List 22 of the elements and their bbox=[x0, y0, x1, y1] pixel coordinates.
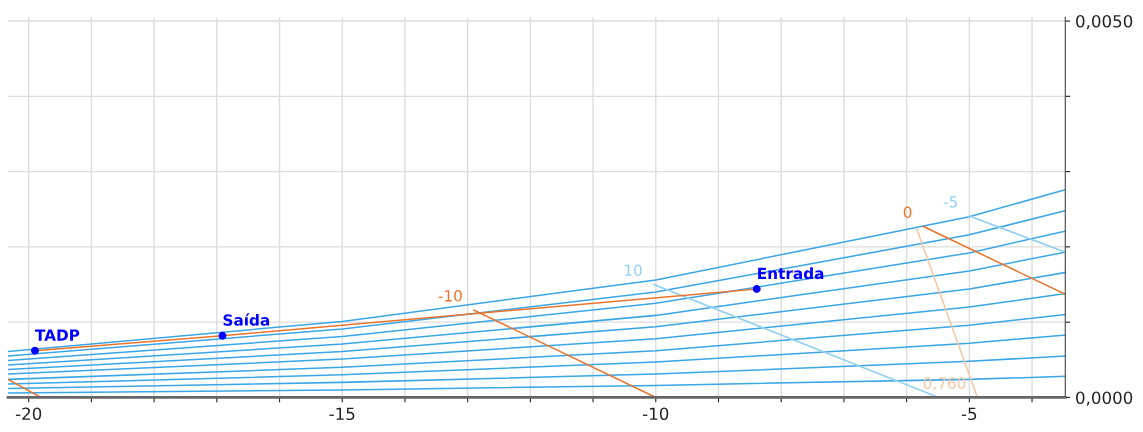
y-tick-label: 0,0050 bbox=[1076, 15, 1133, 30]
point bbox=[31, 346, 39, 355]
series-label: Entrada bbox=[758, 267, 824, 280]
series-label: -10 bbox=[438, 290, 462, 302]
x-tick-label: -10 bbox=[642, 407, 669, 421]
x-tick-label: -5 bbox=[961, 407, 977, 421]
line-series bbox=[8, 375, 1066, 394]
series-label: -5 bbox=[943, 196, 957, 208]
y-tick-label: 0,0000 bbox=[1076, 391, 1133, 406]
point bbox=[218, 331, 227, 340]
series-label: Saída bbox=[223, 313, 270, 326]
line-series bbox=[8, 251, 1066, 366]
line-series bbox=[8, 230, 1066, 362]
series-label: 10 bbox=[625, 264, 642, 277]
line-series bbox=[8, 355, 1066, 390]
x-tick-label: -15 bbox=[329, 407, 355, 421]
point bbox=[752, 285, 761, 293]
series-label: TADP bbox=[35, 329, 80, 341]
x-tick-label: -20 bbox=[15, 407, 42, 421]
series-label: 0,760 bbox=[923, 377, 966, 391]
line-series bbox=[8, 292, 1066, 375]
series-label: 0 bbox=[903, 206, 912, 219]
